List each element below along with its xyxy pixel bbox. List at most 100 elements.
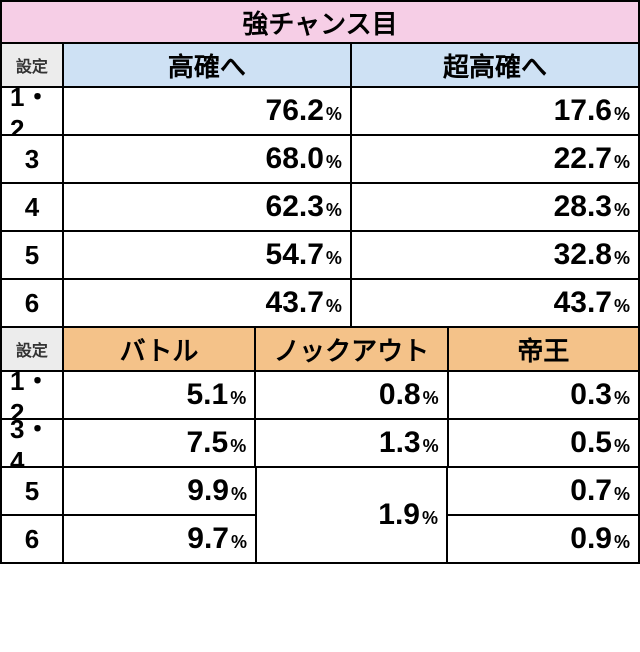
pct-sign: % [614, 104, 630, 125]
setting-cell: 6 [2, 280, 64, 328]
pct-sign: % [614, 152, 630, 173]
pct-sign: % [614, 532, 630, 553]
setting-cell: 1・2 [2, 372, 64, 420]
setting-value: 3 [25, 144, 39, 175]
setting-cell: 6 [2, 516, 64, 564]
value-num: 0.9 [570, 522, 612, 556]
value-cell: 22.7% [352, 136, 640, 184]
col-header-knockout-text: ノックアウト [274, 331, 429, 368]
value-cell: 0.9% [448, 516, 640, 564]
setting-value: 5 [25, 240, 39, 271]
pct-sign: % [423, 436, 439, 457]
col-header-knockout: ノックアウト [256, 328, 448, 372]
value-cell: 0.8% [256, 372, 448, 420]
setting-label: 設定 [2, 328, 64, 372]
value-cell: 0.5% [449, 420, 640, 468]
value-cell: 62.3% [64, 184, 352, 232]
setting-cell: 4 [2, 184, 64, 232]
value-num: 9.9 [187, 474, 229, 508]
table-row: 3・4 7.5% 1.3% 0.5% [2, 420, 640, 468]
table-row: 4 62.3% 28.3% [2, 184, 640, 232]
pct-sign: % [231, 532, 247, 553]
value-num: 43.7 [266, 286, 324, 320]
table-row: 5 54.7% 32.8% [2, 232, 640, 280]
value-num: 0.5 [570, 426, 612, 460]
setting-value: 3・4 [10, 420, 54, 468]
value-num: 76.2 [266, 94, 324, 128]
setting-cell: 5 [2, 468, 64, 516]
value-cell-merged: 1.9% [257, 468, 448, 564]
value-cell: 1.3% [256, 420, 448, 468]
setting-value: 6 [25, 524, 39, 555]
pct-sign: % [230, 436, 246, 457]
value-cell: 7.5% [64, 420, 256, 468]
setting-value: 5 [25, 476, 39, 507]
value-cell: 43.7% [352, 280, 640, 328]
probability-table: 強チャンス目 設定 高確へ 超高確へ 1・2 76.2% 17.6% 3 68.… [0, 0, 640, 564]
table-title: 強チャンス目 [2, 2, 640, 44]
value-num: 7.5 [187, 426, 229, 460]
pct-sign: % [326, 152, 342, 173]
setting-cell: 1・2 [2, 88, 64, 136]
pct-sign: % [326, 200, 342, 221]
value-num: 54.7 [266, 238, 324, 272]
pct-sign: % [614, 248, 630, 269]
value-num: 0.3 [570, 378, 612, 412]
setting-value: 1・2 [10, 88, 54, 136]
pct-sign: % [614, 296, 630, 317]
table-row: 5 6 9.9% 9.7% 1.9% 0.7% 0.9% [2, 468, 640, 564]
setting-value: 1・2 [10, 372, 54, 420]
setting-value: 4 [25, 192, 39, 223]
value-cell: 43.7% [64, 280, 352, 328]
value-cell: 68.0% [64, 136, 352, 184]
col-header-battle: バトル [64, 328, 256, 372]
value-cell: 28.3% [352, 184, 640, 232]
value-cell: 54.7% [64, 232, 352, 280]
setting-cell: 3 [2, 136, 64, 184]
pct-sign: % [614, 388, 630, 409]
setting-cell: 5 [2, 232, 64, 280]
value-num: 68.0 [266, 142, 324, 176]
table-row: 3 68.0% 22.7% [2, 136, 640, 184]
col-header-high: 高確へ [64, 44, 352, 88]
table-row: 1・2 76.2% 17.6% [2, 88, 640, 136]
col-header-battle-text: バトル [120, 331, 199, 368]
value-cell: 0.3% [449, 372, 640, 420]
value-num: 32.8 [554, 238, 612, 272]
value-cell: 0.7% [448, 468, 640, 516]
setting-label-text: 設定 [16, 53, 48, 77]
value-num: 62.3 [266, 190, 324, 224]
setting-value: 6 [25, 288, 39, 319]
value-num: 0.7 [570, 474, 612, 508]
table-row: 6 43.7% 43.7% [2, 280, 640, 328]
pct-sign: % [423, 388, 439, 409]
title-text: 強チャンス目 [242, 4, 397, 41]
pct-sign: % [326, 104, 342, 125]
pct-sign: % [230, 388, 246, 409]
value-cell: 17.6% [352, 88, 640, 136]
value-cell: 76.2% [64, 88, 352, 136]
value-num: 0.8 [379, 378, 421, 412]
pct-sign: % [231, 484, 247, 505]
pct-sign: % [422, 508, 438, 529]
value-num: 9.7 [187, 522, 229, 556]
setting-label-text: 設定 [16, 337, 48, 361]
value-cell: 9.7% [64, 516, 257, 564]
col-header-superhigh-text: 超高確へ [443, 47, 547, 84]
table-row: 1・2 5.1% 0.8% 0.3% [2, 372, 640, 420]
pct-sign: % [614, 484, 630, 505]
pct-sign: % [326, 248, 342, 269]
value-cell: 5.1% [64, 372, 256, 420]
value-num: 43.7 [554, 286, 612, 320]
setting-cell: 3・4 [2, 420, 64, 468]
pct-sign: % [614, 200, 630, 221]
setting-label: 設定 [2, 44, 64, 88]
pct-sign: % [326, 296, 342, 317]
value-num: 17.6 [554, 94, 612, 128]
value-num: 28.3 [554, 190, 612, 224]
col-header-king: 帝王 [449, 328, 640, 372]
col-header-high-text: 高確へ [168, 47, 246, 84]
pct-sign: % [614, 436, 630, 457]
value-cell: 32.8% [352, 232, 640, 280]
col-header-superhigh: 超高確へ [352, 44, 640, 88]
